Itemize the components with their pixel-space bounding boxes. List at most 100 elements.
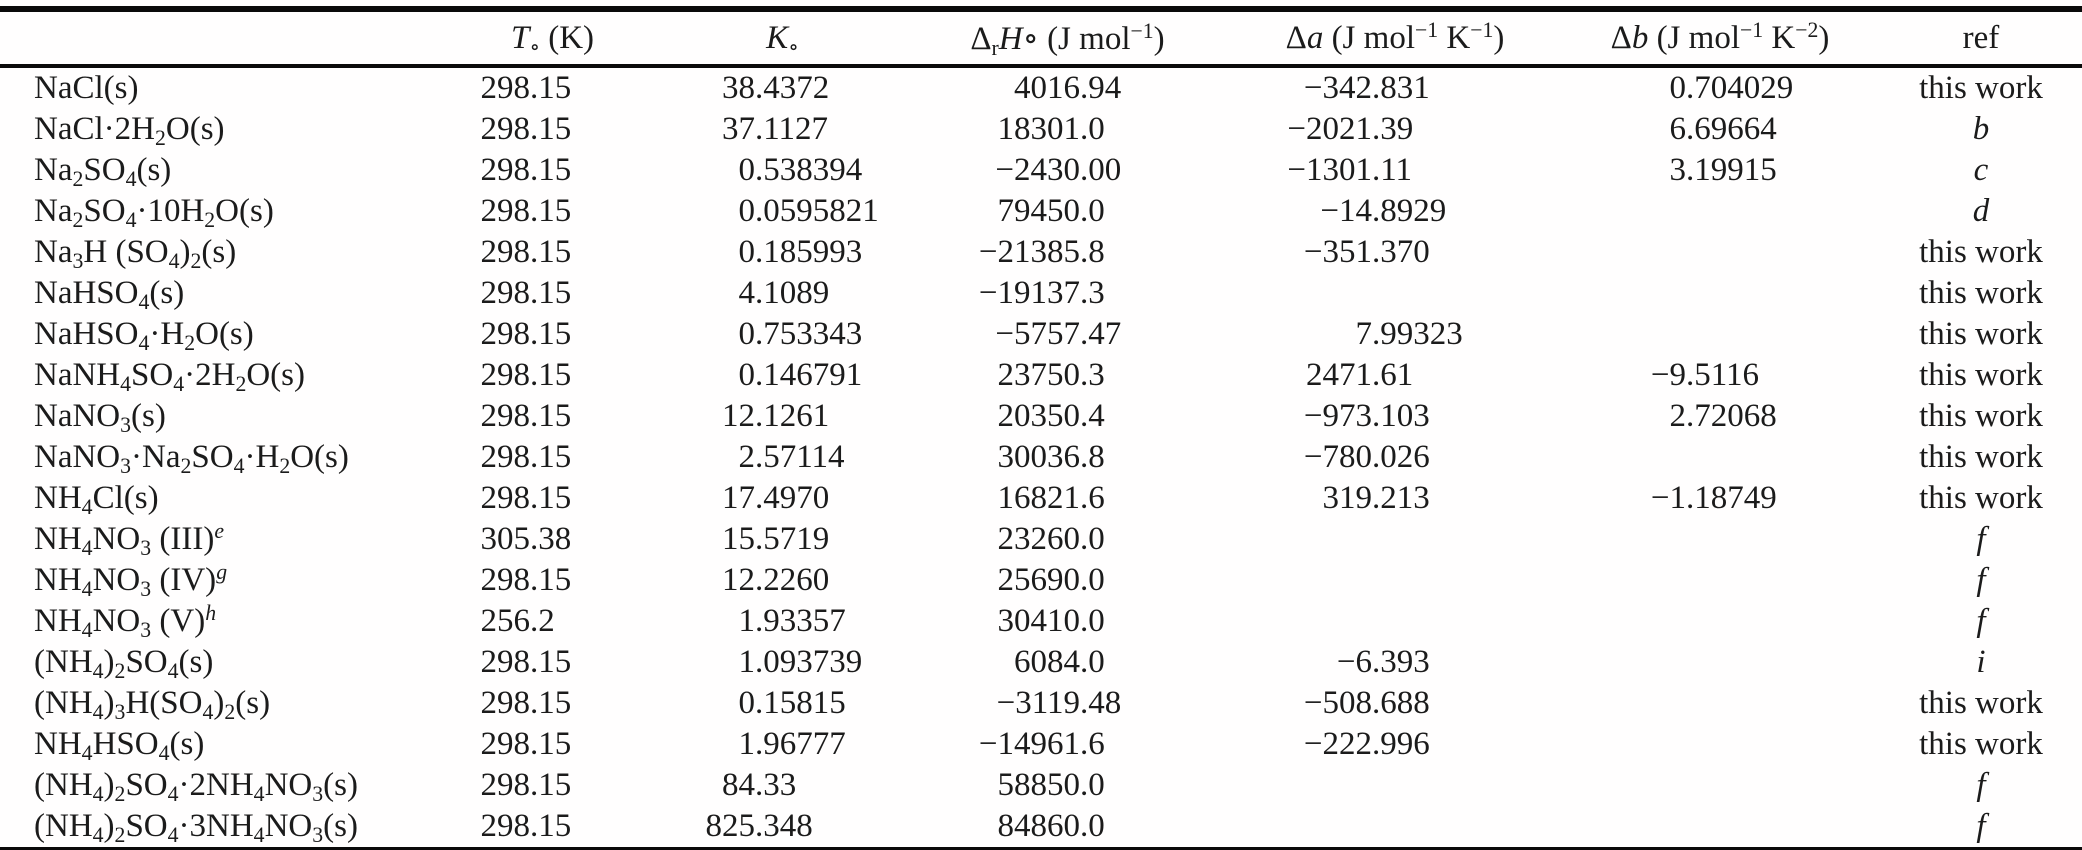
number-integer-part: 6084 (1014, 644, 1080, 680)
number-integer-part: −9 (1650, 357, 1686, 393)
number-fraction-part: .0 (1080, 603, 1105, 639)
number-integer-part: 37 (722, 111, 755, 147)
cell-a: 2471.61 (1230, 355, 1560, 396)
number-fraction-part: .2260 (755, 562, 830, 598)
number-integer-part: 298 (480, 357, 531, 393)
cell-T: 298.15 (445, 232, 660, 273)
cell-ref: f (1976, 603, 1986, 639)
number-integer-part: 1 (738, 644, 756, 680)
number-integer-part: 15 (722, 521, 755, 557)
cell-b (1560, 683, 1880, 724)
cell-a: −2021.39 (1230, 109, 1560, 150)
number-fraction-part: .15 (530, 808, 572, 844)
cell-T: 298.15 (445, 560, 660, 601)
cell-compound: NH4HSO4(s) (34, 726, 205, 766)
number-integer-part: −2021 (1287, 111, 1372, 147)
cell-b (1560, 232, 1880, 273)
cell-compound: NaHSO4·H2O(s) (34, 316, 254, 356)
number-fraction-part: .93357 (755, 603, 846, 639)
table-row: Na3H (SO4)2(s) 298.15 0.185993 −21385.8 −351… (0, 232, 2082, 273)
cell-a (1230, 765, 1560, 806)
cell-ref: d (1972, 193, 1990, 229)
number-integer-part: 84860 (997, 808, 1081, 844)
cell-b: 6.69664 (1560, 109, 1880, 150)
cell-compound: NH4NO3 (III)e (34, 519, 224, 561)
cell-H: 58850.0 (905, 765, 1230, 806)
cell-ref: this work (1919, 398, 2043, 434)
number-fraction-part: .0 (1080, 644, 1105, 680)
cell-K: 17.4970 (660, 478, 905, 519)
number-fraction-part: .39 (1372, 111, 1414, 147)
number-integer-part: 0 (738, 685, 756, 721)
cell-b (1560, 519, 1880, 560)
cell-a: −222.996 (1230, 724, 1560, 765)
table-row: NaNO3(s) 298.15 12.1261 20350.4 −973.103 2.72… (0, 396, 2082, 437)
cell-T: 298.15 (445, 724, 660, 765)
cell-T: 298.15 (445, 478, 660, 519)
table-row: NH4HSO4(s) 298.15 1.96777 −14961.6 −222.996 t… (0, 724, 2082, 765)
cell-K: 37.1127 (660, 109, 905, 150)
number-fraction-part: .96777 (755, 726, 846, 762)
cell-H: −21385.8 (905, 232, 1230, 273)
cell-a: −14.8929 (1230, 191, 1560, 232)
number-integer-part: 38 (722, 70, 755, 106)
table-row: (NH4)2SO4·3NH4NO3(s) 298.15 825.348 84860.0… (0, 806, 2082, 850)
number-fraction-part: .00 (1080, 152, 1122, 188)
cell-K: 2.57114 (660, 437, 905, 478)
cell-H: 6084.0 (905, 642, 1230, 683)
number-integer-part: 298 (480, 398, 531, 434)
cell-H: 79450.0 (905, 191, 1230, 232)
number-fraction-part: .4 (1080, 398, 1105, 434)
number-integer-part: −1 (1650, 480, 1686, 516)
number-integer-part: 20350 (997, 398, 1081, 434)
number-fraction-part: .704029 (1686, 70, 1794, 106)
cell-H: −14961.6 (905, 724, 1230, 765)
number-integer-part: 16821 (997, 480, 1081, 516)
number-fraction-part: .996 (1372, 726, 1430, 762)
cell-compound: NaNO3·Na2SO4·H2O(s) (34, 439, 349, 479)
table-header: T∘ (K) K∘ ΔrH∘ (J mol−1) Δa (J mol−1 K−1… (0, 9, 2082, 68)
number-fraction-part: .103 (1372, 398, 1430, 434)
number-fraction-part: .026 (1372, 439, 1430, 475)
number-integer-part: 1 (738, 726, 756, 762)
number-fraction-part: .61 (1372, 357, 1414, 393)
number-fraction-part: .18749 (1686, 480, 1777, 516)
cell-b (1560, 314, 1880, 355)
number-integer-part: 0 (738, 234, 756, 270)
number-fraction-part: .8 (1080, 234, 1105, 270)
number-fraction-part: .15 (530, 562, 572, 598)
number-fraction-part: .1089 (755, 275, 830, 311)
cell-compound: NH4Cl(s) (34, 480, 159, 520)
number-integer-part: −6 (1336, 644, 1372, 680)
cell-T: 298.15 (445, 437, 660, 478)
number-fraction-part: .94 (1080, 70, 1122, 106)
number-fraction-part: .15 (530, 685, 572, 721)
number-integer-part: 298 (480, 644, 531, 680)
number-integer-part: −780 (1303, 439, 1372, 475)
cell-a: −973.103 (1230, 396, 1560, 437)
number-integer-part: −3119 (996, 685, 1080, 721)
cell-ref: this work (1919, 726, 2043, 762)
cell-ref: this work (1919, 234, 2043, 270)
cell-K: 0.538394 (660, 150, 905, 191)
number-integer-part: 1 (738, 603, 756, 639)
number-integer-part: 298 (480, 439, 531, 475)
cell-ref: f (1976, 521, 1986, 557)
cell-ref: f (1976, 808, 1986, 844)
cell-b (1560, 437, 1880, 478)
cell-b (1560, 191, 1880, 232)
cell-T: 298.15 (445, 683, 660, 724)
number-integer-part: 298 (480, 70, 531, 106)
number-integer-part: −2430 (995, 152, 1080, 188)
cell-ref: this work (1919, 70, 2043, 106)
cell-compound: NaCl(s) (34, 70, 139, 106)
number-fraction-part: .15 (530, 398, 572, 434)
cell-K: 12.1261 (660, 396, 905, 437)
number-integer-part: 23260 (997, 521, 1081, 557)
number-integer-part: 30036 (997, 439, 1081, 475)
number-fraction-part: .093739 (755, 644, 863, 680)
cell-compound: (NH4)2SO4·3NH4NO3(s) (34, 808, 358, 848)
table-row: NH4NO3 (IV)g 298.15 12.2260 25690.0 f (0, 560, 2082, 601)
cell-T: 256.2 (445, 601, 660, 642)
